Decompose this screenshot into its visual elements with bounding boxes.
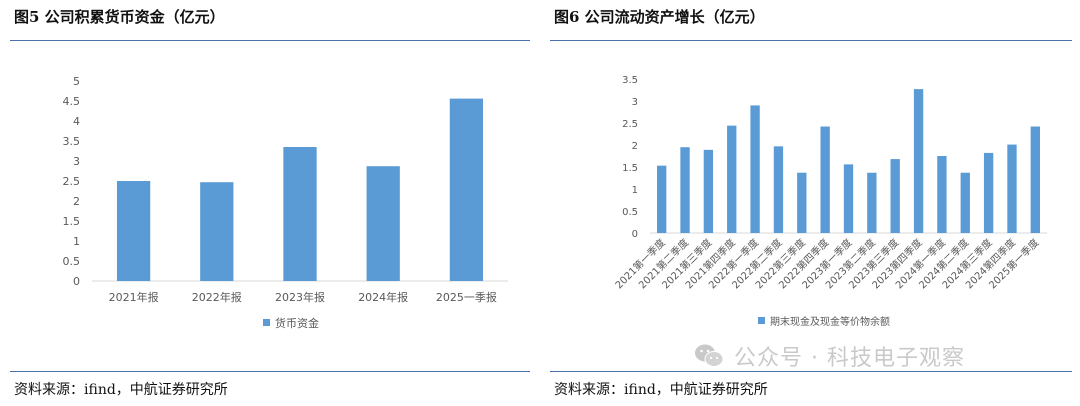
bar xyxy=(680,147,690,233)
bar xyxy=(366,166,400,281)
figure-title: 图5 公司积累货币资金（亿元） xyxy=(14,8,225,26)
bar xyxy=(960,172,970,233)
x-tick-label: 2023年报 xyxy=(275,290,325,304)
y-tick-label: 5 xyxy=(73,75,80,88)
bar xyxy=(820,126,830,233)
figure-6-panel: 图6 公司流动资产增长（亿元） 0 0.5 1 1.5 2 2.5 3 3.5 2021第一季度… xyxy=(550,0,1072,406)
top-rule xyxy=(550,40,1072,41)
bar xyxy=(657,165,667,233)
bar xyxy=(449,98,484,281)
legend-swatch xyxy=(263,319,270,326)
y-tick-label: 3 xyxy=(632,97,638,108)
legend-label: 货币资金 xyxy=(275,316,319,330)
bar xyxy=(703,149,714,233)
watermark-text: 公众号 · 科技电子观察 xyxy=(734,346,965,371)
legend: 货币资金 xyxy=(263,316,319,330)
bar xyxy=(937,156,947,233)
x-tick-label: 2025一季报 xyxy=(436,290,497,304)
y-tick-label: 0.5 xyxy=(622,207,638,218)
source-note: 资料来源：ifind，中航证券研究所 xyxy=(14,382,228,398)
bar xyxy=(116,181,151,281)
bar xyxy=(797,172,807,233)
y-tick-label: 2 xyxy=(73,195,80,208)
bar xyxy=(1030,126,1040,233)
legend-swatch xyxy=(758,317,765,324)
bar xyxy=(727,125,737,233)
y-tick-label: 3 xyxy=(73,155,80,168)
x-tick-label: 2024年报 xyxy=(358,290,408,304)
figure-title: 图6 公司流动资产增长（亿元） xyxy=(554,8,765,26)
legend-label: 期末现金及现金等价物余额 xyxy=(770,315,890,328)
bar xyxy=(283,147,317,281)
y-tick-label: 0 xyxy=(632,229,638,240)
bar xyxy=(843,164,854,233)
bar xyxy=(867,172,877,233)
legend: 期末现金及现金等价物余额 xyxy=(758,315,890,328)
y-tick-label: 3.5 xyxy=(63,135,81,148)
bottom-rule xyxy=(10,371,530,372)
y-tick-label: 4 xyxy=(73,115,80,128)
bottom-rule xyxy=(550,371,1072,372)
figure-5-panel: 图5 公司积累货币资金（亿元） 0 0.5 1 1.5 2 2.5 3 3.5 4 4.5 5 202… xyxy=(10,0,530,406)
x-tick-label: 2021年报 xyxy=(109,290,159,304)
bar xyxy=(913,89,924,233)
bar xyxy=(750,105,760,233)
watermark: 公众号 · 科技电子观察 xyxy=(694,340,1054,372)
bar xyxy=(1007,144,1017,233)
y-tick-label: 4.5 xyxy=(63,95,81,108)
bar xyxy=(983,152,994,233)
y-tick-label: 0.5 xyxy=(63,255,81,268)
x-tick-label: 2022年报 xyxy=(192,290,242,304)
top-rule xyxy=(10,40,530,41)
bar-chart-cash: 0 0.5 1 1.5 2 2.5 3 3.5 4 4.5 5 2021年报 2022年报 2023年报 2… xyxy=(63,75,508,330)
y-tick-label: 2.5 xyxy=(622,119,638,130)
y-tick-label: 2 xyxy=(632,141,638,152)
y-tick-label: 1.5 xyxy=(622,163,638,174)
bar xyxy=(200,182,234,281)
bar-chart-current-assets: 00.511.522.533.52021第一季度2021第二季度2021第三季度… xyxy=(612,75,1047,328)
y-tick-label: 3.5 xyxy=(622,75,638,86)
bar xyxy=(773,146,784,233)
y-tick-label: 1 xyxy=(632,185,638,196)
y-tick-label: 0 xyxy=(73,275,80,288)
y-tick-label: 2.5 xyxy=(63,175,81,188)
y-tick-label: 1.5 xyxy=(63,215,81,228)
source-note: 资料来源：ifind，中航证券研究所 xyxy=(554,382,768,398)
wechat-icon xyxy=(695,344,724,367)
y-tick-label: 1 xyxy=(73,235,80,248)
bar xyxy=(890,159,900,233)
